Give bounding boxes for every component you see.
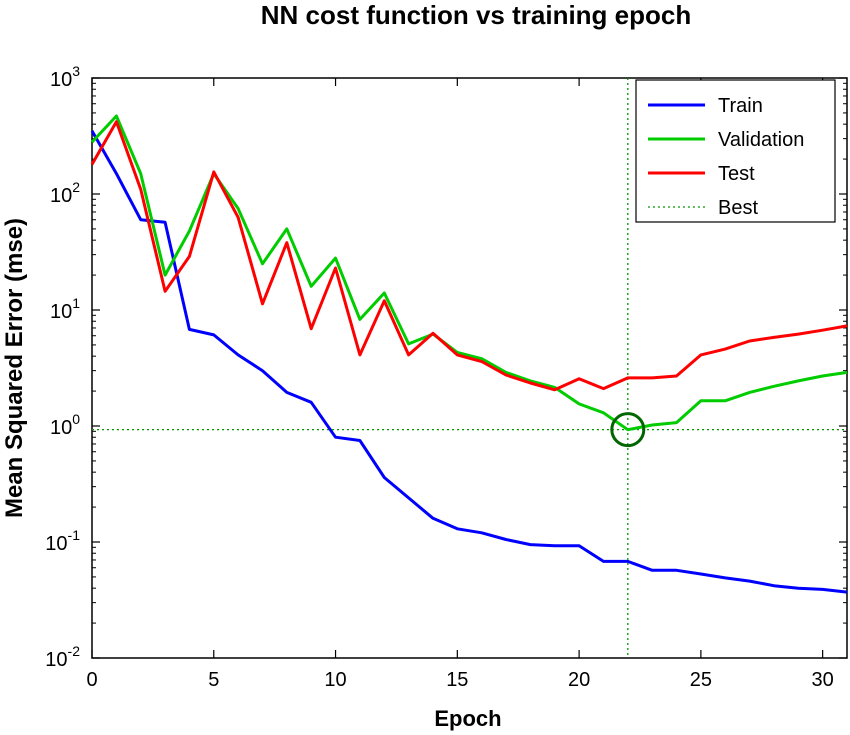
series-lines [90, 114, 848, 594]
x-tick-label: 10 [324, 669, 346, 691]
x-axis: 0 5 10 15 20 25 30 [86, 78, 834, 691]
legend-label-best: Best [718, 197, 758, 219]
y-tick-label: 10-2 [45, 643, 80, 671]
legend-label-validation: Validation [718, 129, 804, 151]
legend-label-test: Test [718, 163, 755, 185]
y-tick-label: 100 [50, 411, 80, 439]
x-axis-label: Epoch [434, 706, 501, 731]
x-tick-label: 20 [568, 669, 590, 691]
y-tick-label: 103 [50, 63, 80, 91]
legend: Train Validation Test Best [635, 79, 836, 223]
x-tick-label: 25 [690, 669, 712, 691]
series-line-test [90, 120, 848, 392]
x-tick-label: 5 [208, 669, 219, 691]
x-tick-label: 30 [812, 669, 834, 691]
series-line-train [90, 130, 848, 594]
x-tick-label: 15 [446, 669, 468, 691]
y-tick-label: 101 [50, 295, 80, 323]
y-axis-label: Mean Squared Error (mse) [1, 218, 28, 518]
legend-label-train: Train [718, 95, 763, 117]
y-tick-label: 102 [50, 179, 80, 207]
x-tick-label: 0 [86, 669, 97, 691]
y-tick-label: 10-1 [45, 527, 80, 555]
best-point-circle [610, 412, 646, 448]
best-marker [92, 78, 847, 658]
chart-title: NN cost function vs training epoch [261, 0, 691, 30]
